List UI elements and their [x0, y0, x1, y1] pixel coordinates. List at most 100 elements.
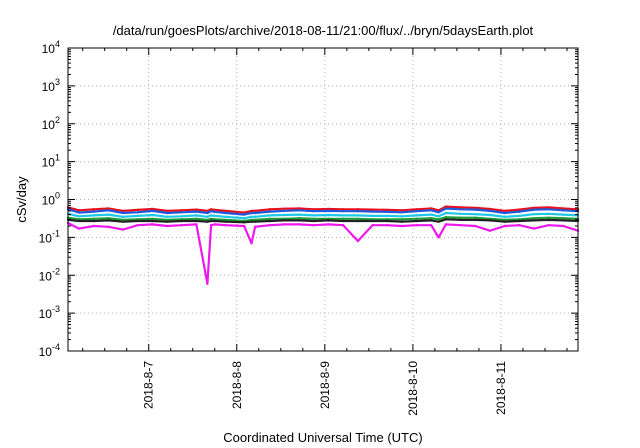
series-1-point — [386, 208, 389, 212]
series-2-point — [503, 211, 506, 215]
series-3-point — [165, 215, 169, 218]
series-6-point — [459, 224, 462, 227]
series-3-point — [121, 215, 125, 218]
series-2-point — [312, 210, 315, 213]
series-2-point — [209, 210, 213, 213]
series-1-point — [92, 208, 95, 211]
series-5-point — [430, 219, 433, 222]
x-tick-label: 2018-8-11 — [494, 361, 508, 415]
series-4-point — [415, 217, 418, 220]
series-5-point — [213, 219, 216, 223]
series-6-point — [224, 224, 227, 227]
y-tick-label: 103 — [42, 77, 60, 94]
series-5-point — [327, 219, 330, 222]
series-4-point — [224, 218, 227, 222]
series-1-point — [518, 208, 521, 211]
series-3-point — [206, 215, 209, 218]
series-1-point — [312, 208, 315, 211]
series-2-point — [253, 211, 257, 215]
series-4-point — [547, 216, 550, 219]
series-3-point — [250, 215, 253, 218]
series-6-point — [430, 224, 433, 227]
series-5-point — [532, 219, 536, 222]
series-4-point — [562, 217, 565, 220]
series-6-point — [547, 224, 550, 227]
series-3-point — [107, 213, 110, 216]
series-1-point — [165, 209, 169, 213]
series-6-point — [327, 223, 330, 226]
series-6-point — [437, 236, 440, 239]
series-4-point — [459, 216, 462, 219]
series-line-2 — [67, 207, 579, 216]
series-2-point — [459, 208, 462, 211]
series-2-point — [415, 210, 418, 213]
series-5-point — [547, 218, 550, 222]
series-5-point — [562, 219, 565, 222]
series-3-point — [327, 213, 330, 217]
series-2-point — [298, 209, 301, 212]
series-3-point — [371, 214, 374, 218]
series-line-6 — [67, 222, 579, 285]
series-5-point — [209, 219, 213, 223]
series-6-point — [151, 223, 154, 226]
series-3-point — [253, 215, 257, 218]
series-4-point — [342, 217, 345, 220]
series-6-point — [400, 224, 404, 228]
series-3-point — [562, 213, 565, 216]
series-3-point — [400, 215, 404, 218]
series-1-point — [268, 208, 271, 211]
series-1-point — [213, 208, 216, 212]
series-2-point — [444, 207, 448, 210]
series-5-point — [283, 219, 286, 222]
series-2-point — [77, 211, 81, 214]
series-line-1 — [67, 205, 579, 214]
series-5-point — [253, 220, 257, 223]
y-tick-label: 101 — [42, 153, 60, 170]
series-2-point — [151, 209, 154, 213]
series-2-point — [107, 209, 110, 212]
series-2-point — [532, 208, 536, 211]
series-3-point — [503, 215, 506, 218]
series-5-point — [250, 220, 253, 223]
series-line-5 — [67, 218, 579, 224]
series-2-point — [250, 211, 253, 215]
series-3-point — [92, 214, 95, 217]
series-3-point — [195, 214, 198, 217]
series-3-point — [298, 213, 301, 216]
series-2-point — [386, 210, 389, 214]
series-3-point — [312, 214, 315, 217]
series-1-point — [242, 211, 246, 214]
series-3-point — [77, 215, 81, 218]
series-6-point — [92, 224, 95, 228]
x-axis-ticks: 2018-8-7 2018-8-8 2018-8-9 2018-8-10 2018-8-… — [82, 48, 568, 416]
series-5-point — [356, 219, 360, 223]
series-6-point — [386, 224, 389, 227]
series-6-point — [195, 223, 198, 226]
series-3-point — [213, 214, 216, 218]
series-3-point — [547, 212, 550, 215]
series-2-point — [195, 210, 198, 213]
series-4-point — [92, 217, 95, 220]
series-4-point — [400, 218, 404, 221]
chart-title: /data/run/goesPlots/archive/2018-08-11/2… — [113, 23, 534, 38]
series-2-point — [283, 209, 286, 213]
series-3-point — [283, 213, 286, 217]
series-3-point — [224, 215, 227, 218]
series-3-point — [242, 217, 246, 220]
series-6-point — [213, 223, 216, 226]
y-tick-label: 10-2 — [39, 266, 60, 283]
series-2-point — [371, 210, 374, 213]
series-1-point — [371, 208, 374, 211]
series-6-point — [298, 223, 301, 226]
series-4-point — [356, 217, 360, 220]
series-4-point — [250, 218, 253, 222]
series-4-point — [268, 217, 271, 220]
series-1-point — [253, 209, 257, 213]
series-2-point — [242, 213, 246, 216]
series-2-point — [180, 211, 183, 214]
series-6-point — [121, 228, 125, 231]
series-2-point — [224, 211, 227, 215]
series-5-point — [415, 219, 418, 223]
series-5-point — [459, 218, 462, 222]
series-6-point — [206, 282, 209, 285]
